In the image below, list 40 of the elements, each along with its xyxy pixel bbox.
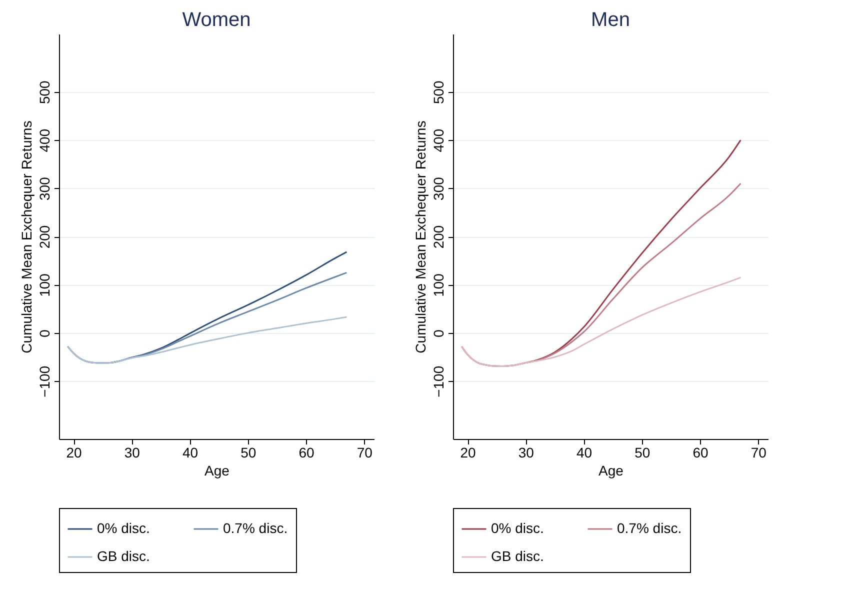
x-tick-label: 60 (298, 444, 314, 460)
y-tick-label: −100 (36, 366, 52, 398)
legend-label: 0.7% disc. (617, 520, 682, 536)
x-tick-label: 50 (634, 444, 650, 460)
x-tick-label: 40 (182, 444, 198, 460)
x-tick-label: 40 (576, 444, 592, 460)
line-series (66, 316, 348, 364)
y-tick-label: 0 (430, 329, 446, 338)
y-axis-title: Cumulative Mean Exchequer Returns (412, 120, 428, 354)
line-series (460, 276, 742, 367)
y-tick-label: 300 (430, 176, 446, 200)
y-tick-label: 100 (430, 273, 446, 297)
y-tick-label: 300 (36, 176, 52, 200)
y-tick-label: 200 (430, 225, 446, 249)
x-tick-label: 20 (460, 444, 476, 460)
y-tick-label: 400 (36, 128, 52, 152)
legend-label: 0.7% disc. (223, 520, 288, 536)
x-tick-label: 60 (692, 444, 708, 460)
x-tick-label: 20 (66, 444, 82, 460)
x-axis-title: Age (598, 462, 624, 478)
y-tick-label: 400 (430, 128, 446, 152)
chart-title: Women (182, 9, 251, 31)
x-tick-label: 50 (240, 444, 256, 460)
x-tick-label: 70 (750, 444, 767, 460)
y-tick-label: 500 (36, 80, 52, 104)
y-tick-label: 200 (36, 225, 52, 249)
y-tick-label: 0 (36, 329, 52, 338)
y-axis-title: Cumulative Mean Exchequer Returns (18, 120, 34, 354)
legend-label: GB disc. (491, 548, 544, 564)
legend-label: 0% disc. (97, 520, 150, 536)
y-tick-label: 100 (36, 273, 52, 297)
chart-title: Men (591, 9, 630, 31)
x-tick-label: 70 (356, 444, 373, 460)
legend-label: GB disc. (97, 548, 150, 564)
x-axis-title: Age (204, 462, 230, 478)
x-tick-label: 30 (518, 444, 534, 460)
y-tick-label: 500 (430, 80, 446, 104)
legend-label: 0% disc. (491, 520, 544, 536)
x-tick-label: 30 (124, 444, 140, 460)
y-tick-label: −100 (430, 366, 446, 398)
